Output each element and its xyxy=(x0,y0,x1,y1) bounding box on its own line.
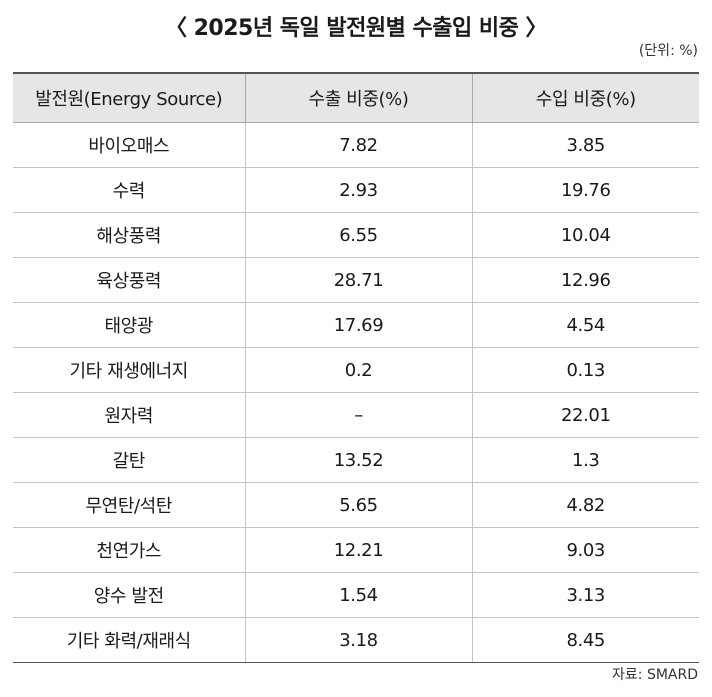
import-share-cell: 1.3 xyxy=(471,437,699,483)
export-share-cell: 6.55 xyxy=(244,212,473,258)
import-share-cell: 12.96 xyxy=(471,257,699,303)
header-export-share: 수출 비중(%) xyxy=(244,72,473,123)
import-share-cell: 3.85 xyxy=(471,122,699,168)
page-title: 〈 2025년 독일 발전원별 수출입 비중 〉 xyxy=(164,16,548,41)
table-row: 해상풍력 6.55 10.04 xyxy=(13,212,699,258)
export-share-cell: 3.18 xyxy=(244,617,473,663)
energy-source-cell: 수력 xyxy=(13,167,246,213)
export-share-cell: 5.65 xyxy=(244,482,473,528)
unit-label: (단위: %) xyxy=(638,43,698,59)
export-share-cell: 0.2 xyxy=(244,347,473,393)
energy-source-cell: 갈탄 xyxy=(13,437,246,483)
export-share-cell: 7.82 xyxy=(244,122,473,168)
energy-source-cell: 원자력 xyxy=(13,392,246,438)
table-row: 양수 발전 1.54 3.13 xyxy=(13,572,699,618)
energy-source-cell: 육상풍력 xyxy=(13,257,246,303)
table-row: 무연탄/석탄 5.65 4.82 xyxy=(13,482,699,528)
import-share-cell: 19.76 xyxy=(471,167,699,213)
source-note: 자료: SMARD xyxy=(612,667,698,683)
energy-source-cell: 태양광 xyxy=(13,302,246,348)
table-row: 바이오매스 7.82 3.85 xyxy=(13,122,699,168)
energy-source-cell: 바이오매스 xyxy=(13,122,246,168)
import-share-cell: 4.82 xyxy=(471,482,699,528)
import-share-cell: 3.13 xyxy=(471,572,699,618)
import-share-cell: 0.13 xyxy=(471,347,699,393)
import-share-cell: 10.04 xyxy=(471,212,699,258)
export-share-cell: – xyxy=(244,392,473,438)
export-share-cell: 1.54 xyxy=(244,572,473,618)
energy-source-cell: 양수 발전 xyxy=(13,572,246,618)
table-header-row: 발전원(Energy Source) 수출 비중(%) 수입 비중(%) xyxy=(13,72,699,123)
energy-source-cell: 해상풍력 xyxy=(13,212,246,258)
table-row: 기타 화력/재래식 3.18 8.45 xyxy=(13,617,699,663)
import-share-cell: 9.03 xyxy=(471,527,699,573)
export-share-cell: 28.71 xyxy=(244,257,473,303)
table-row: 태양광 17.69 4.54 xyxy=(13,302,699,348)
import-share-cell: 4.54 xyxy=(471,302,699,348)
table-row: 원자력 – 22.01 xyxy=(13,392,699,438)
table-row: 수력 2.93 19.76 xyxy=(13,167,699,213)
energy-source-cell: 천연가스 xyxy=(13,527,246,573)
export-share-cell: 17.69 xyxy=(244,302,473,348)
energy-source-cell: 기타 재생에너지 xyxy=(13,347,246,393)
table-row: 천연가스 12.21 9.03 xyxy=(13,527,699,573)
export-share-cell: 12.21 xyxy=(244,527,473,573)
header-import-share: 수입 비중(%) xyxy=(471,72,699,123)
energy-trade-table: 발전원(Energy Source) 수출 비중(%) 수입 비중(%) 바이오… xyxy=(13,72,699,663)
import-share-cell: 22.01 xyxy=(471,392,699,438)
import-share-cell: 8.45 xyxy=(471,617,699,663)
table-row: 육상풍력 28.71 12.96 xyxy=(13,257,699,303)
export-share-cell: 13.52 xyxy=(244,437,473,483)
energy-source-cell: 무연탄/석탄 xyxy=(13,482,246,528)
energy-source-cell: 기타 화력/재래식 xyxy=(13,617,246,663)
header-energy-source: 발전원(Energy Source) xyxy=(13,72,246,123)
table-row: 갈탄 13.52 1.3 xyxy=(13,437,699,483)
export-share-cell: 2.93 xyxy=(244,167,473,213)
table-row: 기타 재생에너지 0.2 0.13 xyxy=(13,347,699,393)
